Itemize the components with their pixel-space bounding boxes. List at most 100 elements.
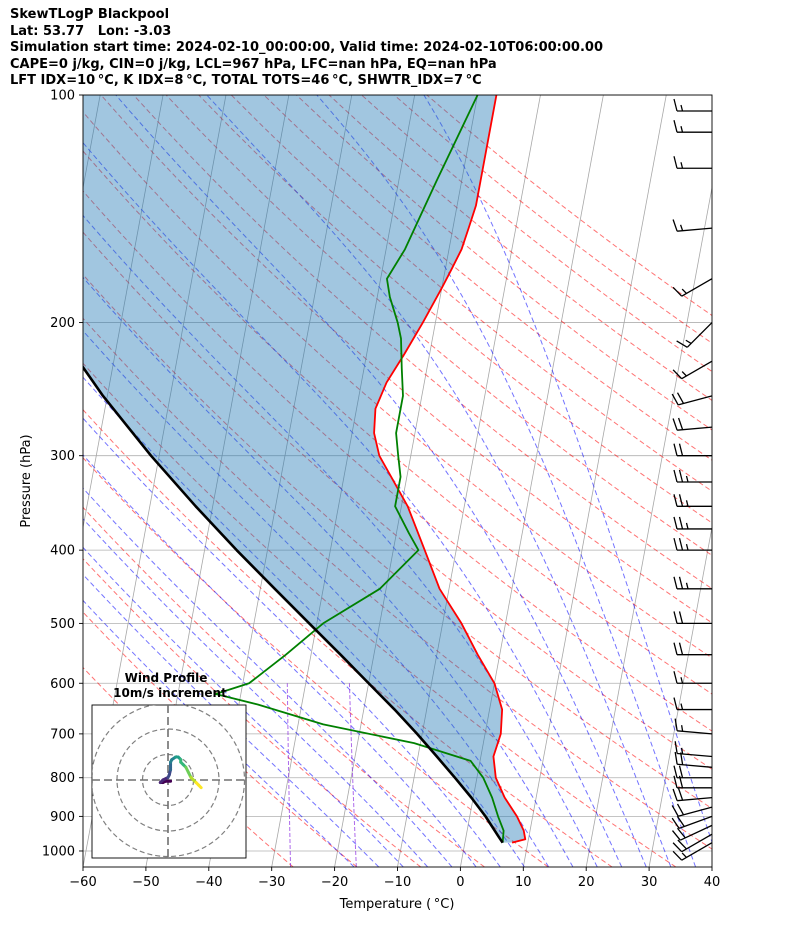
wind-barb-feather [673, 156, 678, 169]
wind-barb-feather [680, 752, 684, 765]
dewpoint-profile-line [214, 95, 505, 843]
wind-barb-half-feather [679, 224, 684, 231]
wind-barb [672, 833, 713, 853]
wind-barb [673, 765, 712, 779]
dry-adiabat-line [83, 317, 712, 850]
wind-barb-shaft [681, 278, 713, 297]
wind-barb [673, 537, 712, 551]
wind-barb-feather [677, 417, 684, 430]
moist-adiabat-line [83, 454, 477, 867]
y-tick-label: 800 [50, 771, 75, 786]
wind-barb-feather [678, 576, 684, 589]
wind-barb-half-feather [680, 677, 684, 684]
wind-barb-half-feather [685, 475, 689, 483]
moist-adiabat-line [83, 518, 429, 867]
wind-barb-half-feather [681, 371, 687, 377]
wind-barb-feather [678, 469, 684, 483]
x-tick-label: −50 [132, 875, 159, 890]
wind-barb-feather [672, 286, 683, 297]
chart-title: SkewTLogP Blackpool [10, 7, 170, 22]
wind-barb [673, 611, 712, 625]
isotherm-line [522, 95, 667, 867]
wind-barb-half-feather [685, 339, 692, 344]
x-tick-label: 0 [456, 875, 464, 890]
wind-barb-feather [678, 516, 684, 530]
x-tick-label: −60 [69, 875, 96, 890]
wind-barb [674, 741, 713, 758]
wind-barb-shaft [678, 806, 713, 817]
y-tick-label: 400 [50, 544, 75, 559]
wind-barb-feather [673, 537, 678, 551]
dry-adiabat-line [83, 409, 613, 867]
wind-barb-feather [673, 642, 678, 655]
wind-barb-feather [672, 369, 683, 380]
dry-adiabat-line [83, 273, 712, 810]
dry-adiabat-line [83, 611, 358, 867]
wind-barb-feather [673, 494, 678, 507]
wind-barb [672, 278, 713, 297]
dry-adiabat-line [83, 362, 677, 867]
wind-barb [671, 824, 713, 841]
wind-barb-feather [676, 815, 685, 827]
wind-barb [673, 576, 712, 590]
wind-barb [671, 815, 713, 829]
wind-barb-feather [673, 469, 678, 483]
wind-barb-shaft [677, 730, 713, 735]
wind-barb-feather [672, 418, 678, 431]
wind-barb-half-feather [680, 126, 684, 133]
hodograph-subtitle: 10m/s increment [113, 686, 227, 700]
x-tick-label: 10 [515, 875, 532, 890]
wind-barb-feather [673, 611, 678, 624]
wind-barb-feather [671, 817, 680, 829]
isotherm-line [83, 95, 164, 530]
x-axis-label: Temperature ( °C) [339, 897, 455, 912]
wind-barb-feather [673, 98, 678, 112]
wind-barb-feather [674, 751, 678, 765]
wind-barb-feather [678, 537, 684, 551]
hodograph-title: Wind Profile [125, 671, 208, 685]
location-line: Lat: 53.77 Lon: -3.03 [10, 23, 172, 39]
wind-barb [673, 671, 712, 684]
wind-barb-half-feather [680, 725, 684, 732]
isotherm-line [585, 185, 712, 867]
dry-adiabat-line [133, 95, 712, 590]
isotherm-line [334, 95, 478, 867]
wind-barb-half-feather [685, 582, 689, 589]
y-tick-label: 200 [50, 316, 75, 331]
wind-barb-feather [678, 494, 684, 507]
isotherm-line [711, 864, 712, 867]
x-tick-label: −40 [195, 875, 222, 890]
wind-barb-half-feather [681, 288, 687, 294]
wind-barb-shaft [677, 796, 713, 802]
wind-barb [673, 469, 712, 483]
wind-barb-shaft [678, 815, 713, 829]
y-tick-label: 500 [50, 617, 75, 632]
wind-barb-half-feather [680, 747, 684, 755]
moist-adiabat-line [83, 276, 574, 867]
wind-barb-feather [678, 642, 684, 655]
wind-barb [672, 788, 713, 802]
wind-barb [673, 98, 712, 112]
wind-barb-half-feather [685, 500, 689, 507]
wind-barb-shaft [681, 360, 713, 380]
wind-barb-feather [674, 741, 678, 754]
wind-barb-feather [678, 611, 684, 624]
isotherm-line [648, 525, 712, 867]
x-tick-label: −10 [384, 875, 411, 890]
wind-barb-half-feather [685, 543, 689, 551]
wind-barb-feather [673, 775, 678, 788]
hodograph-segment [197, 783, 203, 790]
wind-barb-feather [673, 516, 678, 530]
y-tick-label: 600 [50, 677, 75, 692]
dry-adiabat-line [296, 95, 712, 431]
moist-adiabat-line [83, 573, 380, 867]
wind-barb-feather [673, 120, 678, 133]
wind-barb-shaft [678, 395, 713, 406]
wind-barb-half-feather [681, 852, 687, 858]
y-tick-label: 100 [50, 89, 75, 104]
wind-barb [673, 516, 712, 530]
wind-barb [673, 494, 712, 507]
wind-barb-shaft [677, 752, 713, 758]
wind-barb-shaft [686, 322, 713, 348]
time-line: Simulation start time: 2024-02-10_00:00:… [10, 40, 603, 55]
